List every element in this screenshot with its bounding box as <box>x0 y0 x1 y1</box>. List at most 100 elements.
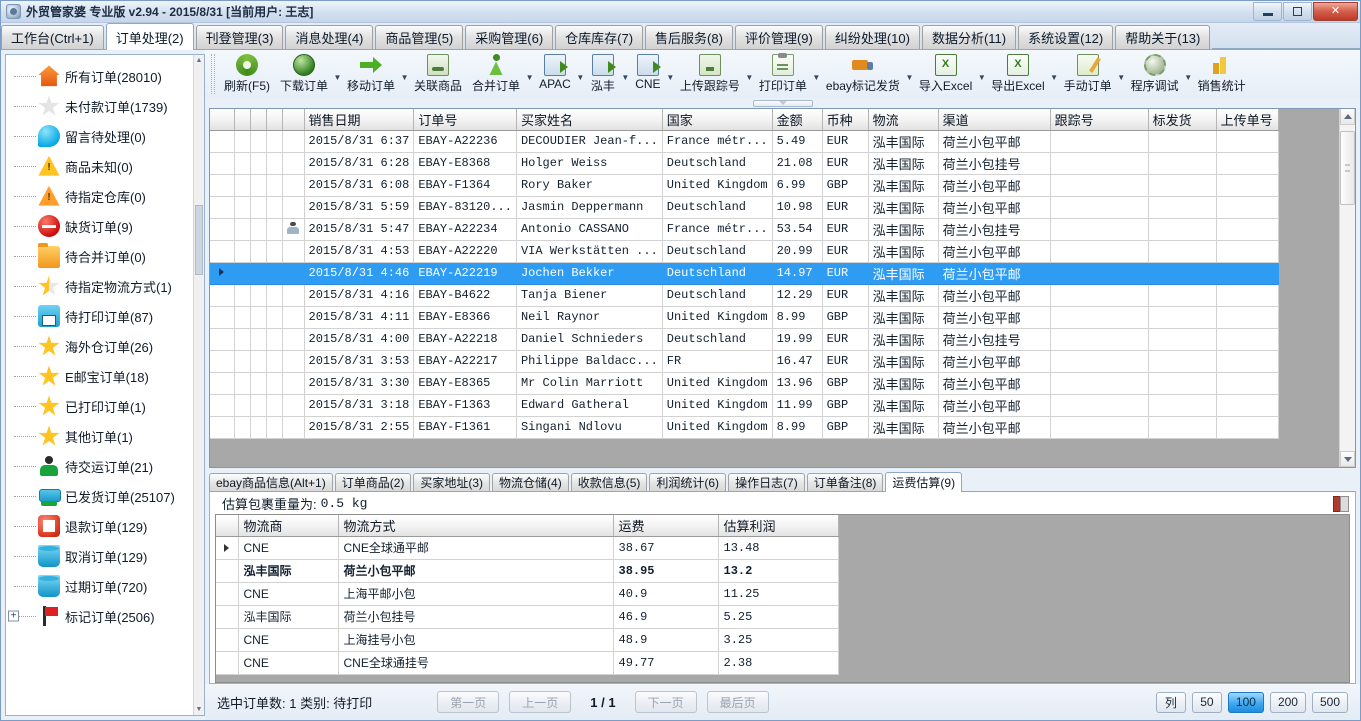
minimize-button[interactable] <box>1253 2 1282 21</box>
order-cell-date[interactable]: 2015/8/31 5:59 <box>304 196 415 219</box>
toolbar-dropdown-arrow-icon[interactable]: ▼ <box>977 73 986 82</box>
order-cell-tracking[interactable] <box>1050 262 1149 285</box>
row-indicator[interactable] <box>210 240 235 263</box>
estimate-cell-carrier[interactable]: 泓丰国际 <box>238 605 339 629</box>
estimate-row-indicator[interactable] <box>216 628 239 652</box>
order-cell-buyer[interactable]: Rory Baker <box>516 174 663 197</box>
order-cell-logistics[interactable]: 泓丰国际 <box>868 372 939 395</box>
order-cell-tracking[interactable] <box>1050 196 1149 219</box>
order-cell-country[interactable]: United Kingdom <box>662 306 773 329</box>
book-icon[interactable] <box>1333 495 1349 512</box>
estimate-cell-carrier[interactable]: CNE <box>238 536 339 560</box>
toolbar-button-14[interactable]: 手动订单 <box>1059 53 1117 94</box>
main-tab-1[interactable]: 工作台(Ctrl+1) <box>1 25 104 49</box>
toolbar-dropdown-arrow-icon[interactable]: ▼ <box>666 73 675 82</box>
order-table-row[interactable]: 2015/8/31 2:55 EBAY-F1361 Singani Ndlovu Un… <box>210 416 1279 439</box>
order-table-row[interactable]: 2015/8/31 3:53 EBAY-A22217 Philippe Baldac… <box>210 350 1279 373</box>
sidebar-item-16[interactable]: 退款订单(129) <box>6 511 204 541</box>
row-indicator[interactable] <box>210 350 235 373</box>
order-cell-upload_no[interactable] <box>1216 152 1279 175</box>
order-col-header-5[interactable]: 金额 <box>772 109 823 131</box>
sidebar-item-4[interactable]: 商品未知(0) <box>6 151 204 181</box>
order-row-marker-cell-4[interactable] <box>282 394 305 417</box>
sidebar-scroll-down-icon[interactable]: ▼ <box>195 706 203 713</box>
order-cell-channel[interactable]: 荷兰小包挂号 <box>938 218 1051 241</box>
grid-collapse-handle[interactable] <box>752 99 813 107</box>
order-cell-date[interactable]: 2015/8/31 6:08 <box>304 174 415 197</box>
order-row-marker-cell-2[interactable] <box>250 350 267 373</box>
sidebar-item-5[interactable]: 待指定仓库(0) <box>6 181 204 211</box>
order-cell-currency[interactable]: EUR <box>822 130 869 153</box>
order-row-marker-cell-2[interactable] <box>250 416 267 439</box>
estimate-cell-carrier[interactable]: CNE <box>238 651 339 675</box>
sidebar-scrollbar[interactable]: ▲ ▼ <box>193 55 204 715</box>
order-row-marker-cell-2[interactable] <box>250 196 267 219</box>
order-cell-amount[interactable]: 14.97 <box>772 262 823 285</box>
order-cell-amount[interactable]: 12.29 <box>772 284 823 307</box>
order-row-marker-cell-4[interactable] <box>282 130 305 153</box>
detail-tab-8[interactable]: 订单备注(8) <box>806 473 884 491</box>
estimate-row-indicator[interactable] <box>216 582 239 606</box>
toolbar-dropdown-arrow-icon[interactable]: ▼ <box>745 73 754 82</box>
order-row-marker-cell-4[interactable] <box>282 218 305 241</box>
order-cell-date[interactable]: 2015/8/31 2:55 <box>304 416 415 439</box>
detail-tab-9[interactable]: 运费估算(9) <box>885 472 963 492</box>
order-cell-currency[interactable]: GBP <box>822 394 869 417</box>
page-size-button-3[interactable]: 100 <box>1227 691 1264 713</box>
row-indicator[interactable] <box>210 262 235 285</box>
order-row-marker-cell-3[interactable] <box>266 284 283 307</box>
main-tab-13[interactable]: 帮助关于(13) <box>1115 25 1211 49</box>
estimate-cell-fee[interactable]: 38.95 <box>613 559 719 583</box>
order-cell-logistics[interactable]: 泓丰国际 <box>868 240 939 263</box>
order-cell-country[interactable]: United Kingdom <box>662 174 773 197</box>
sidebar-item-3[interactable]: 留言待处理(0) <box>6 121 204 151</box>
order-row-marker-cell-1[interactable] <box>234 152 251 175</box>
order-cell-date[interactable]: 2015/8/31 6:28 <box>304 152 415 175</box>
order-cell-amount[interactable]: 21.08 <box>772 152 823 175</box>
order-cell-date[interactable]: 2015/8/31 4:53 <box>304 240 415 263</box>
toolbar-dropdown-arrow-icon[interactable]: ▼ <box>1050 73 1059 82</box>
order-table-row[interactable]: 2015/8/31 4:53 EBAY-A22220 VIA Werkstätten… <box>210 240 1279 263</box>
order-cell-order_no[interactable]: EBAY-F1364 <box>413 174 517 197</box>
order-cell-date[interactable]: 2015/8/31 4:00 <box>304 328 415 351</box>
estimate-cell-carrier[interactable]: CNE <box>238 582 339 606</box>
estimate-cell-profit[interactable]: 11.25 <box>718 582 839 606</box>
order-col-marker-3[interactable] <box>266 109 283 131</box>
order-row-marker-cell-4[interactable] <box>282 262 305 285</box>
order-col-header-8[interactable]: 渠道 <box>938 109 1051 131</box>
order-cell-logistics[interactable]: 泓丰国际 <box>868 262 939 285</box>
order-row-marker-cell-3[interactable] <box>266 196 283 219</box>
order-row-marker-cell-2[interactable] <box>250 240 267 263</box>
order-cell-date[interactable]: 2015/8/31 5:47 <box>304 218 415 241</box>
estimate-row[interactable]: 泓丰国际 荷兰小包平邮 38.95 13.2 <box>216 559 839 583</box>
order-col-header-9[interactable]: 跟踪号 <box>1050 109 1149 131</box>
order-col-header-2[interactable]: 订单号 <box>413 109 517 131</box>
order-row-marker-cell-3[interactable] <box>266 372 283 395</box>
order-cell-country[interactable]: Deutschland <box>662 262 773 285</box>
estimate-row[interactable]: CNE 上海平邮小包 40.9 11.25 <box>216 582 839 606</box>
order-cell-order_no[interactable]: EBAY-B4622 <box>413 284 517 307</box>
estimate-cell-method[interactable]: 上海挂号小包 <box>338 628 614 652</box>
order-row-marker-cell-3[interactable] <box>266 328 283 351</box>
main-tab-4[interactable]: 消息处理(4) <box>285 25 374 49</box>
order-cell-buyer[interactable]: Holger Weiss <box>516 152 663 175</box>
grid-scroll-up-button[interactable] <box>1340 109 1355 125</box>
order-col-header-6[interactable]: 币种 <box>822 109 869 131</box>
order-cell-channel[interactable]: 荷兰小包平邮 <box>938 284 1051 307</box>
order-cell-channel[interactable]: 荷兰小包平邮 <box>938 350 1051 373</box>
order-cell-logistics[interactable]: 泓丰国际 <box>868 196 939 219</box>
order-cell-tracking[interactable] <box>1050 218 1149 241</box>
order-cell-marked[interactable] <box>1148 372 1217 395</box>
estimate-row-indicator[interactable] <box>216 559 239 583</box>
order-col-header-3[interactable]: 买家姓名 <box>516 109 663 131</box>
toolbar-button-10[interactable]: 打印订单 <box>754 53 812 94</box>
order-cell-logistics[interactable]: 泓丰国际 <box>868 218 939 241</box>
toolbar-dropdown-arrow-icon[interactable]: ▼ <box>621 73 630 82</box>
estimate-cell-method[interactable]: CNE全球通平邮 <box>338 536 614 560</box>
order-table-row[interactable]: 2015/8/31 5:47 EBAY-A22234 Antonio CASSANO… <box>210 218 1279 241</box>
order-cell-currency[interactable]: EUR <box>822 152 869 175</box>
order-cell-amount[interactable]: 5.49 <box>772 130 823 153</box>
order-cell-marked[interactable] <box>1148 262 1217 285</box>
order-row-marker-cell-3[interactable] <box>266 174 283 197</box>
order-cell-upload_no[interactable] <box>1216 306 1279 329</box>
